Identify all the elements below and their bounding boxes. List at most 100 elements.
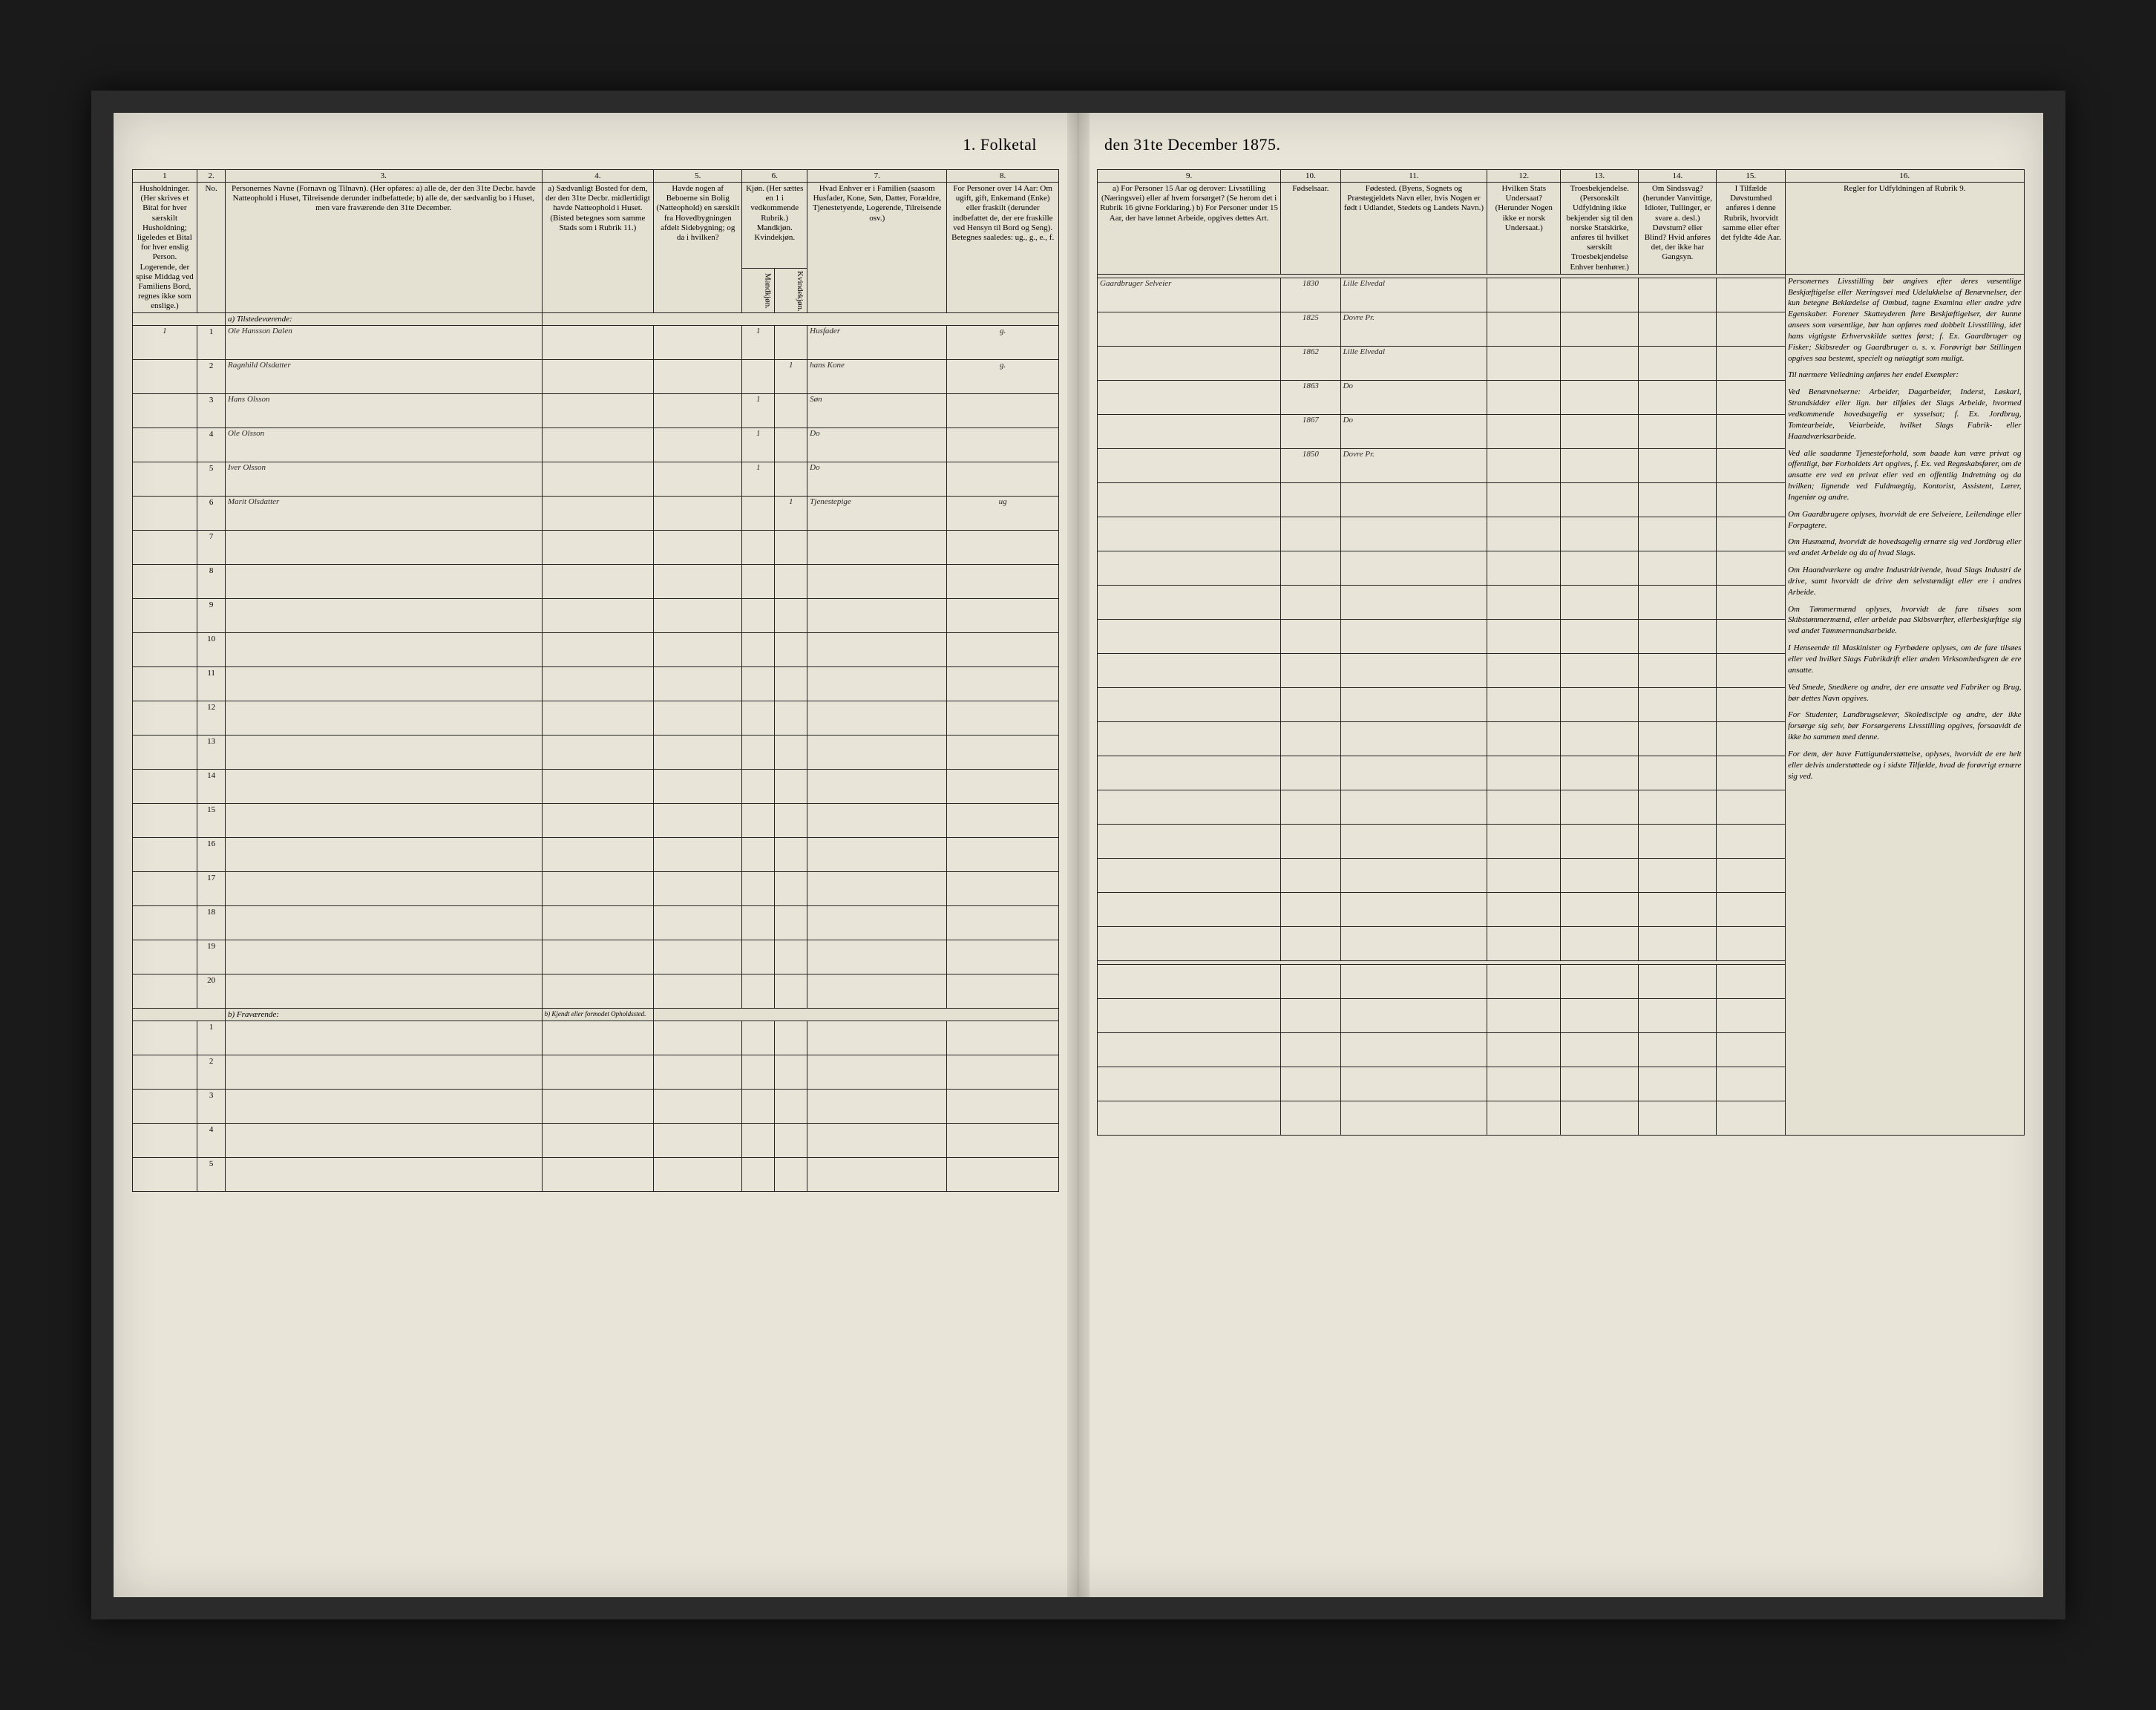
person-name: Ole Hansson Dalen <box>225 326 542 360</box>
birth-place: Lille Elvedal <box>1340 346 1487 380</box>
row-num: 10 <box>197 633 226 667</box>
col11-num: 11. <box>1340 170 1487 183</box>
table-row: 5Iver Olsson1Do <box>132 462 1059 497</box>
table-row: 20 <box>132 974 1059 1009</box>
table-row: 3Hans Olsson1Søn <box>132 394 1059 428</box>
c4 <box>542 326 654 360</box>
occupation <box>1098 346 1281 380</box>
row-num: 13 <box>197 736 226 770</box>
male: 1 <box>742 462 775 497</box>
hh-num <box>132 462 197 497</box>
table-row: 8 <box>132 565 1059 599</box>
table-row: 19 <box>132 940 1059 974</box>
c4 <box>542 394 654 428</box>
right-table: 9. 10. 11. 12. 13. 14. 15. 16. a) For Pe… <box>1097 169 2025 1136</box>
col3-num: 3. <box>225 170 542 183</box>
c5 <box>654 462 742 497</box>
table-row: 1 <box>132 1021 1059 1055</box>
birth-place: Do <box>1340 380 1487 414</box>
birth-place: Dovre Pr. <box>1340 448 1487 482</box>
person-name: Marit Olsdatter <box>225 497 542 531</box>
row-num: 1 <box>197 1021 226 1055</box>
instruction-para: Til nærmere Veiledning anføres her endel… <box>1788 370 2021 381</box>
row-num: 1 <box>197 326 226 360</box>
table-row: 6Marit Olsdatter1Tjenestepigeug <box>132 497 1059 531</box>
row-num: 8 <box>197 565 226 599</box>
row-num: 19 <box>197 940 226 974</box>
row-num: 5 <box>197 462 226 497</box>
table-row: 2Ragnhild Olsdatter1hans Koneg. <box>132 360 1059 394</box>
h7: Hvad Enhver er i Familien (saasom Husfad… <box>807 183 947 313</box>
male: 1 <box>742 326 775 360</box>
census-document: 1. Folketal 1 2. 3. 4. 5. 6. 7. 8. Husho… <box>114 113 2043 1597</box>
table-row: 17 <box>132 872 1059 906</box>
row-num: 15 <box>197 804 226 838</box>
instruction-para: Om Husmænd, hvorvidt de hovedsagelig ern… <box>1788 537 2021 559</box>
row-num: 2 <box>197 360 226 394</box>
row-num: 7 <box>197 531 226 565</box>
row-num: 4 <box>197 1124 226 1158</box>
person-name: Iver Olsson <box>225 462 542 497</box>
male: 1 <box>742 394 775 428</box>
instructions-cell: Personernes Livsstilling bør angives eft… <box>1786 274 2024 1135</box>
person-name: Ole Olsson <box>225 428 542 462</box>
status: g. <box>947 360 1059 394</box>
h10: Fødselsaar. <box>1281 183 1340 275</box>
relation: Do <box>807 428 947 462</box>
table-row: 9 <box>132 599 1059 633</box>
h5: Havde nogen af Beboerne sin Bolig (Natte… <box>654 183 742 313</box>
row-num: 16 <box>197 838 226 872</box>
h8: For Personer over 14 Aar: Om ugift, gift… <box>947 183 1059 313</box>
row-num: 17 <box>197 872 226 906</box>
female: 1 <box>775 497 807 531</box>
h3: Personernes Navne (Fornavn og Tilnavn). … <box>225 183 542 313</box>
instruction-para: Ved Smede, Snedkere og andre, der ere an… <box>1788 682 2021 704</box>
table-row: 7 <box>132 531 1059 565</box>
col6-num: 6. <box>742 170 807 183</box>
birth-year: 1863 <box>1281 380 1340 414</box>
female: 1 <box>775 360 807 394</box>
instruction-para: For Studenter, Landbrugselever, Skoledis… <box>1788 710 2021 743</box>
section-b-label: b) Fraværende: <box>225 1009 542 1021</box>
occupation <box>1098 312 1281 346</box>
male: 1 <box>742 428 775 462</box>
table-row: 12 <box>132 701 1059 736</box>
occupation: Gaardbruger Selveier <box>1098 278 1281 312</box>
instruction-para: For dem, der have Fattigunderstøttelse, … <box>1788 749 2021 782</box>
col12-num: 12. <box>1487 170 1561 183</box>
relation: Husfader <box>807 326 947 360</box>
table-row: 4 <box>132 1124 1059 1158</box>
birth-place: Lille Elvedal <box>1340 278 1487 312</box>
table-row: 11 <box>132 667 1059 701</box>
table-row: 14 <box>132 770 1059 804</box>
row-num: 4 <box>197 428 226 462</box>
table-row: 15 <box>132 804 1059 838</box>
h6b: Kvindekjøn. <box>775 269 807 313</box>
row-num: 11 <box>197 667 226 701</box>
col8-num: 8. <box>947 170 1059 183</box>
left-table: 1 2. 3. 4. 5. 6. 7. 8. Husholdninger. (H… <box>132 169 1060 1192</box>
table-row: 2 <box>132 1055 1059 1090</box>
female <box>775 326 807 360</box>
right-page: den 31te December 1875. 9. 10. 11. 12. 1… <box>1078 113 2043 1597</box>
h4: a) Sædvanligt Bosted for dem, der den 31… <box>542 183 654 313</box>
female <box>775 428 807 462</box>
status <box>947 462 1059 497</box>
c5 <box>654 326 742 360</box>
birth-year: 1862 <box>1281 346 1340 380</box>
row-num: 5 <box>197 1158 226 1192</box>
col16-num: 16. <box>1786 170 2024 183</box>
c4 <box>542 360 654 394</box>
hh-num <box>132 394 197 428</box>
instruction-para: I Henseende til Maskinister og Fyrbødere… <box>1788 643 2021 676</box>
instruction-para: Om Gaardbrugere oplyses, hvorvidt de ere… <box>1788 509 2021 531</box>
instruction-para: Personernes Livsstilling bør angives eft… <box>1788 276 2021 364</box>
female <box>775 462 807 497</box>
h16: Regler for Udfyldningen af Rubrik 9. <box>1786 183 2024 275</box>
birth-place: Dovre Pr. <box>1340 312 1487 346</box>
c5 <box>654 497 742 531</box>
col2-num: 2. <box>197 170 226 183</box>
h14: Om Sindssvag? (herunder Vanvittige, Idio… <box>1639 183 1717 275</box>
c5 <box>654 360 742 394</box>
table-row: 13 <box>132 736 1059 770</box>
